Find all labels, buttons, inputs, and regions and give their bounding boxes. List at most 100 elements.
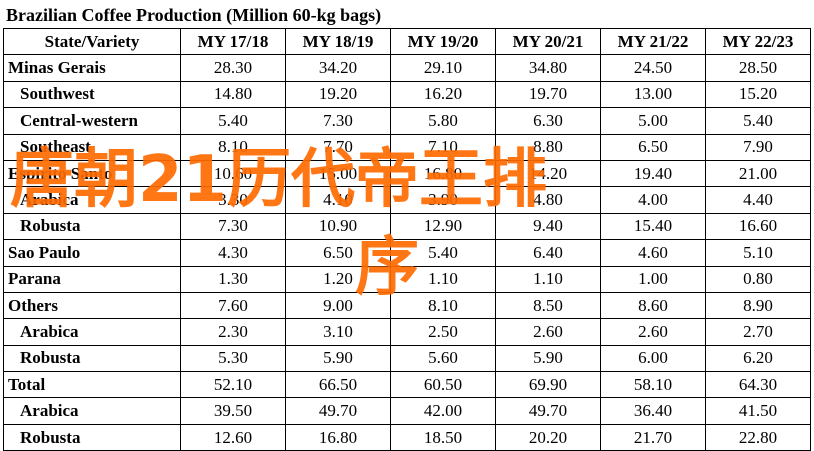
value-cell: 8.90 — [705, 291, 811, 320]
value-cell: 15.40 — [600, 212, 706, 241]
value-cell: 1.10 — [390, 265, 496, 293]
row-label: Robusta — [3, 423, 181, 451]
row-label: Total — [3, 371, 181, 399]
value-cell: 7.30 — [180, 212, 286, 241]
value-cell: 42.00 — [390, 397, 496, 425]
value-cell: 5.10 — [705, 239, 811, 267]
row-label: Others — [3, 291, 181, 320]
value-cell: 3.10 — [285, 318, 391, 346]
value-cell: 5.60 — [390, 344, 496, 373]
value-cell: 14.20 — [495, 159, 601, 188]
value-cell: 16.80 — [285, 423, 391, 451]
value-cell: 4.30 — [180, 239, 286, 267]
value-cell: 1.30 — [180, 265, 286, 293]
value-cell: 10.90 — [285, 212, 391, 241]
value-cell: 18.50 — [390, 423, 496, 451]
value-cell: 5.40 — [705, 107, 811, 135]
header-cell-my1920: MY 19/20 — [390, 27, 496, 56]
value-cell: 2.60 — [600, 318, 706, 346]
header-cell-my1819: MY 18/19 — [285, 27, 391, 56]
value-cell: 5.80 — [390, 107, 496, 135]
header-cell-my2021: MY 20/21 — [495, 27, 601, 56]
value-cell: 6.50 — [600, 133, 706, 161]
value-cell: 24.50 — [600, 54, 706, 82]
value-cell: 5.90 — [495, 344, 601, 373]
value-cell: 4.00 — [600, 186, 706, 214]
value-cell: 15.20 — [705, 80, 811, 109]
table-row: Southeast 8.10 7.70 7.10 8.80 6.50 7.90 — [3, 133, 811, 161]
value-cell: 12.60 — [180, 423, 286, 451]
table-row: Arabica 2.30 3.10 2.50 2.60 2.60 2.70 — [3, 318, 811, 346]
value-cell: 1.20 — [285, 265, 391, 293]
value-cell: 52.10 — [180, 371, 286, 399]
value-cell: 69.90 — [495, 371, 601, 399]
value-cell: 8.10 — [390, 291, 496, 320]
row-label: Robusta — [3, 212, 181, 241]
value-cell: 5.40 — [390, 239, 496, 267]
value-cell: 4.80 — [495, 186, 601, 214]
value-cell: 8.60 — [600, 291, 706, 320]
value-cell: 1.00 — [600, 265, 706, 293]
value-cell: 7.10 — [390, 133, 496, 161]
header-cell-my2223: MY 22/23 — [705, 27, 811, 56]
value-cell: 8.10 — [180, 133, 286, 161]
table-row: Parana 1.30 1.20 1.10 1.10 1.00 0.80 — [3, 265, 811, 293]
value-cell: 7.60 — [180, 291, 286, 320]
value-cell: 29.10 — [390, 54, 496, 82]
value-cell: 16.80 — [390, 159, 496, 188]
table-row: Robusta 7.30 10.90 12.90 9.40 15.40 16.60 — [3, 212, 811, 241]
table-row: Sao Paulo 4.30 6.50 5.40 6.40 4.60 5.10 — [3, 239, 811, 267]
value-cell: 6.00 — [600, 344, 706, 373]
value-cell: 19.70 — [495, 80, 601, 109]
value-cell: 10.60 — [180, 159, 286, 188]
value-cell: 19.40 — [600, 159, 706, 188]
value-cell: 49.70 — [285, 397, 391, 425]
header-cell-my1718: MY 17/18 — [180, 27, 286, 56]
value-cell: 20.20 — [495, 423, 601, 451]
table-row: Espirito Santo 10.60 15.00 16.80 14.20 19.40 2… — [3, 159, 811, 188]
value-cell: 2.30 — [180, 318, 286, 346]
value-cell: 66.50 — [285, 371, 391, 399]
row-label: Arabica — [3, 186, 181, 214]
table-row: Robusta 12.60 16.80 18.50 20.20 21.70 22.80 — [3, 423, 811, 451]
value-cell: 13.00 — [600, 80, 706, 109]
value-cell: 16.20 — [390, 80, 496, 109]
value-cell: 49.70 — [495, 397, 601, 425]
table-row: Arabica 3.30 4.10 3.90 4.80 4.00 4.40 — [3, 186, 811, 214]
value-cell: 9.40 — [495, 212, 601, 241]
value-cell: 14.80 — [180, 80, 286, 109]
value-cell: 15.00 — [285, 159, 391, 188]
value-cell: 6.50 — [285, 239, 391, 267]
value-cell: 21.70 — [600, 423, 706, 451]
value-cell: 5.30 — [180, 344, 286, 373]
row-label: Southwest — [3, 80, 181, 109]
coffee-production-table: State/Variety MY 17/18 MY 18/19 MY 19/20… — [3, 27, 811, 451]
table-row: Total 52.10 66.50 60.50 69.90 58.10 64.30 — [3, 371, 811, 399]
table-row: Central-western 5.40 7.30 5.80 6.30 5.00 5.40 — [3, 107, 811, 135]
row-label: Sao Paulo — [3, 239, 181, 267]
value-cell: 4.10 — [285, 186, 391, 214]
table-title: Brazilian Coffee Production (Million 60-… — [6, 5, 382, 25]
row-label: Espirito Santo — [3, 159, 181, 188]
value-cell: 41.50 — [705, 397, 811, 425]
value-cell: 28.50 — [705, 54, 811, 82]
value-cell: 9.00 — [285, 291, 391, 320]
value-cell: 34.80 — [495, 54, 601, 82]
value-cell: 36.40 — [600, 397, 706, 425]
value-cell: 1.10 — [495, 265, 601, 293]
value-cell: 8.50 — [495, 291, 601, 320]
value-cell: 34.20 — [285, 54, 391, 82]
row-label: Arabica — [3, 318, 181, 346]
table-body: Minas Gerais 28.30 34.20 29.10 34.80 24.50 28.… — [3, 54, 811, 451]
value-cell: 5.90 — [285, 344, 391, 373]
value-cell: 6.30 — [495, 107, 601, 135]
value-cell: 3.30 — [180, 186, 286, 214]
value-cell: 6.40 — [495, 239, 601, 267]
table-row: Others 7.60 9.00 8.10 8.50 8.60 8.90 — [3, 291, 811, 320]
value-cell: 22.80 — [705, 423, 811, 451]
value-cell: 3.90 — [390, 186, 496, 214]
row-label: Robusta — [3, 344, 181, 373]
value-cell: 0.80 — [705, 265, 811, 293]
table-row: Southwest 14.80 19.20 16.20 19.70 13.00 15.20 — [3, 80, 811, 109]
